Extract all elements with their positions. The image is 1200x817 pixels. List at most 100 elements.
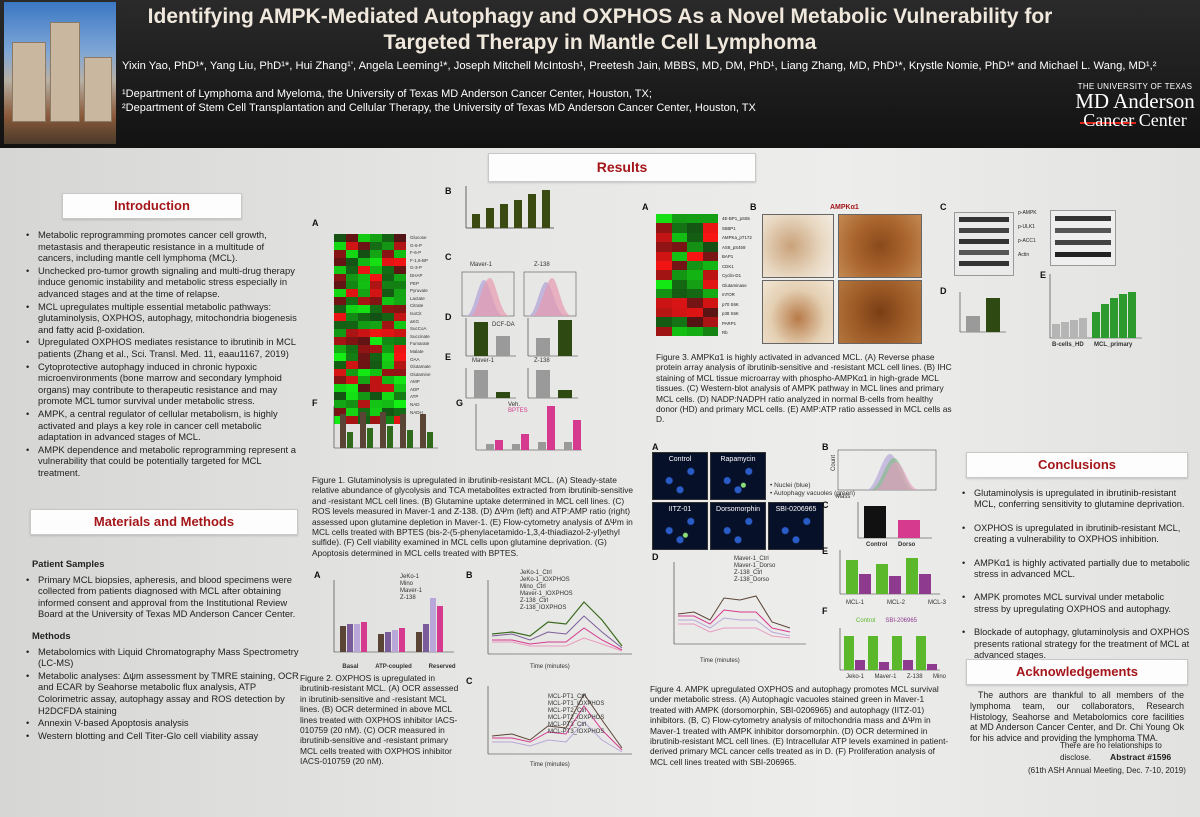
methods-bullet: Metabolomics with Liquid Chromatography … [26, 646, 302, 669]
heatmap-cell [656, 289, 672, 299]
heatmap-cell [382, 241, 394, 250]
heatmap-cell [382, 305, 394, 314]
heatmap-cell [382, 360, 394, 369]
fig1-heatmap [334, 234, 406, 424]
heatmap-cell [687, 260, 703, 271]
fig3d-chart [959, 292, 1006, 333]
fig3e-xlabel-mcl: MCL_primary [1094, 342, 1133, 348]
fig2b-xlabel: Time (minutes) [530, 664, 570, 670]
meeting-info: (61th ASH Annual Meeting, Dec. 7-10, 201… [1028, 766, 1186, 775]
heatmap-cell [370, 360, 382, 369]
heatmap-cell [656, 260, 672, 271]
heatmap-cell [702, 270, 718, 280]
heatmap-cell [334, 273, 346, 282]
heatmap-cell [671, 223, 687, 233]
fig3c-blot-labels: p-AMPK p-ULK1 p-ACC1 Actin [1018, 206, 1048, 262]
micro-label: Dorsomorphin [716, 506, 760, 513]
heatmap-cell [370, 234, 382, 242]
heatmap-cell [370, 392, 382, 401]
heatmap-cell [394, 376, 406, 385]
heatmap-cell [687, 317, 703, 327]
heatmap-cell [346, 352, 358, 361]
fig4f-x-2: Maver-1 [874, 674, 897, 680]
heatmap-cell [394, 249, 406, 258]
fig2a-leg-2: Mino [400, 581, 414, 587]
heatmap-cell [382, 265, 394, 274]
micro-image: SBI-0206965 [768, 502, 824, 550]
heatmap-cell [334, 321, 346, 329]
fig4f-leg-control: Control [856, 618, 876, 624]
fig4c-x-control: Control [866, 542, 888, 548]
fig4c-x-dorso: Dorso [898, 542, 916, 548]
heatmap-cell [394, 297, 406, 306]
intro-bullet: Metabolic reprogramming promotes cancer … [26, 229, 302, 264]
fig2b-leg-3: Mino_Ctrl [520, 584, 546, 590]
heatmap-cell [358, 352, 370, 361]
heatmap-cell [702, 317, 718, 327]
heatmap-cell [687, 232, 703, 243]
heatmap-cell [346, 241, 358, 250]
heatmap-cell [346, 376, 358, 385]
fig2a-x-basal: Basal [342, 664, 359, 670]
intro-bullet: AMPK, a central regulator of cellular me… [26, 408, 302, 443]
heatmap-cell [394, 281, 406, 290]
heatmap-cell [370, 305, 382, 314]
fig1-heatmap-labels: Glucose G-6-P F-6-P F-1,6-BP G-3-P DHAP PEP Pyr… [410, 235, 431, 415]
fig3-heatmap-labels: 4E-BP1_pS65 S6BP1 AMPKa_pT172 AS8_pS459 BAP1… [722, 216, 752, 335]
fig3e-xlabel-hd: B-cells_HD [1052, 342, 1084, 348]
heatmap-cell [346, 297, 358, 306]
heatmap-cell [346, 273, 358, 282]
heatmap-cell [334, 289, 346, 298]
fig3-panel-d: D [940, 286, 947, 296]
logo-cancer-center: Cancer Center [1074, 111, 1196, 129]
fig4c-chart [857, 502, 932, 539]
figure-1: A Glucose G-6-P F-6-P F-1,6-BP G-3-P DHAP PEP P… [312, 186, 632, 480]
heatmap-cell [370, 400, 382, 409]
fig1e-maver-label: Maver-1 [472, 358, 495, 364]
fig4-panel-c: C [822, 500, 829, 510]
fig1-panel-b: B [445, 186, 452, 196]
heatmap-cell [702, 232, 718, 243]
fig1c-z138-label: Z-138 [534, 262, 550, 268]
heatmap-cell [346, 265, 358, 274]
fig1g-legend-veh: Veh. [508, 402, 521, 408]
heatmap-cell [334, 281, 346, 290]
fig1g-legend-bptes: BPTES [508, 408, 528, 414]
heatmap-cell [702, 326, 718, 336]
fig4e-x-1: MCL-1 [846, 600, 865, 606]
fig1f-chart [333, 406, 438, 449]
heatmap-cell [346, 257, 358, 266]
figure-2-caption: Figure 2. OXPHOS is upregulated in ibrut… [300, 673, 459, 767]
heatmap-cell [382, 249, 394, 258]
heatmap-cell [382, 368, 394, 377]
heatmap-cell [382, 297, 394, 306]
heatmap-cell [394, 265, 406, 274]
heatmap-cell [671, 326, 687, 336]
heatmap-cell [382, 376, 394, 385]
fig2a-leg-1: JeKo-1 [400, 574, 420, 580]
heatmap-cell [370, 336, 382, 345]
fig2-panel-c: C [466, 676, 473, 686]
fig2b-leg-6: Z-138_IOXPHOS [520, 605, 567, 611]
heatmap-cell [687, 242, 703, 252]
fig4b-histogram [837, 449, 937, 491]
methods-bullet: Annexin V-based Apoptosis analysis [26, 717, 302, 729]
heatmap-cell [358, 336, 370, 345]
heatmap-cell [702, 279, 718, 290]
heatmap-cell [687, 279, 703, 290]
heatmap-cell [394, 313, 406, 322]
heatmap-cell [382, 384, 394, 393]
fig3c-label-actin: Actin [1018, 252, 1030, 258]
acknowledgements-heading: Acknowledgements [966, 659, 1188, 685]
fig4e-chart [839, 550, 940, 595]
heatmap-cell [656, 223, 672, 233]
heatmap-cell [382, 400, 394, 409]
intro-bullet: Upregulated OXPHOS mediates resistance t… [26, 336, 302, 359]
heatmap-cell [358, 257, 370, 266]
intro-bullet: Cytoprotective autophagy induced in chro… [26, 361, 302, 407]
micro-image: Rapamycin [710, 452, 766, 500]
methods-text: Patient Samples Primary MCL biopsies, ap… [26, 556, 302, 742]
heatmap-cell [346, 328, 358, 337]
heatmap-cell [702, 289, 718, 299]
fig3-heatmap [656, 214, 718, 336]
